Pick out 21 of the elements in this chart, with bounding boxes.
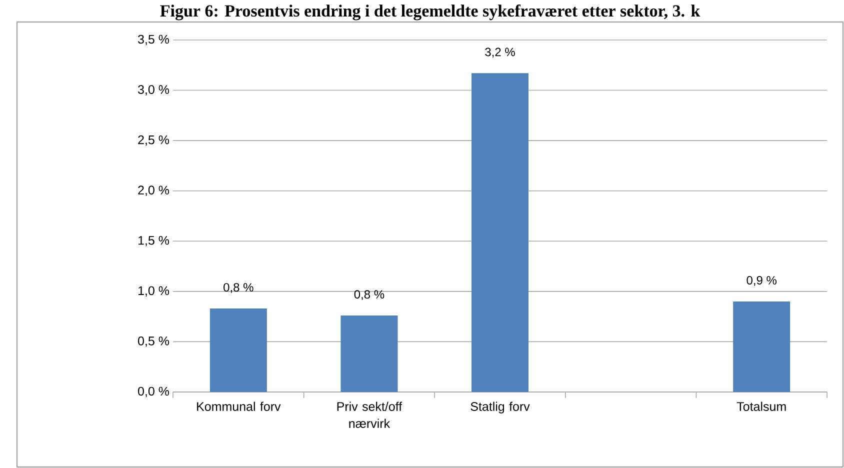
bar	[733, 301, 790, 392]
y-tick-label: 3,0 %	[138, 85, 170, 96]
data-label: 0,8 %	[224, 283, 254, 293]
x-tick-label: Statlig forv	[470, 402, 530, 414]
bar	[340, 316, 398, 392]
y-tick-label: 0,5 %	[138, 336, 170, 347]
y-tick-label: 3,5 %	[138, 34, 170, 46]
y-tick-label: 0,0 %	[138, 386, 170, 398]
y-tick-label: 2,0 %	[138, 186, 170, 196]
data-label: 0,9 %	[746, 276, 777, 286]
x-tick-label: Totalsum	[736, 402, 786, 411]
data-label: 3,2 %	[485, 48, 515, 58]
y-tick-label: 1,0 %	[138, 286, 170, 297]
y-tick-label: 2,5 %	[138, 135, 170, 146]
data-label: 0,8 %	[354, 290, 384, 300]
y-tick-label: 1,5 %	[138, 236, 170, 246]
chart-title: Figur 6: Prosentvis endring i det legemeldte sykefraværet etter sektor, 3. k	[160, 4, 700, 20]
bar	[210, 308, 267, 392]
x-tick-label: Priv sekt/off nærvirk	[337, 402, 402, 428]
bar	[472, 73, 529, 392]
x-tick-label: Kommunal forv	[197, 402, 281, 411]
